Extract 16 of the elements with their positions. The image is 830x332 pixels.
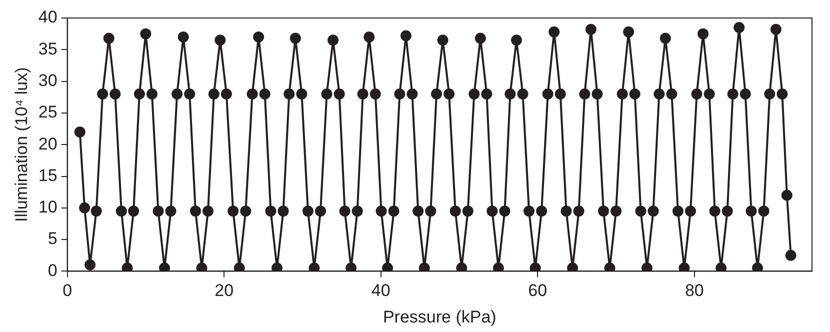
y-tick-label: 30 (38, 70, 58, 90)
x-tick-label: 20 (214, 281, 234, 300)
x-tick-label: 60 (528, 281, 548, 300)
y-tick-label: 15 (38, 166, 58, 185)
x-tick-label: 40 (371, 281, 390, 300)
y-tick-label: 40 (38, 8, 58, 27)
y-tick-label: 5 (48, 229, 58, 248)
y-tick-label: 25 (38, 102, 58, 122)
y-tick-label: 10 (38, 198, 58, 217)
y-axis-title: Illumination (10⁴ lux) (12, 67, 31, 222)
x-tick-label: 0 (62, 281, 72, 300)
y-tick-label: 35 (38, 39, 58, 58)
x-tick-label: 80 (684, 281, 704, 300)
y-tick-label: 20 (38, 134, 58, 154)
x-axis-title: Pressure (kPa) (382, 307, 496, 326)
y-tick-label: 0 (48, 260, 58, 280)
